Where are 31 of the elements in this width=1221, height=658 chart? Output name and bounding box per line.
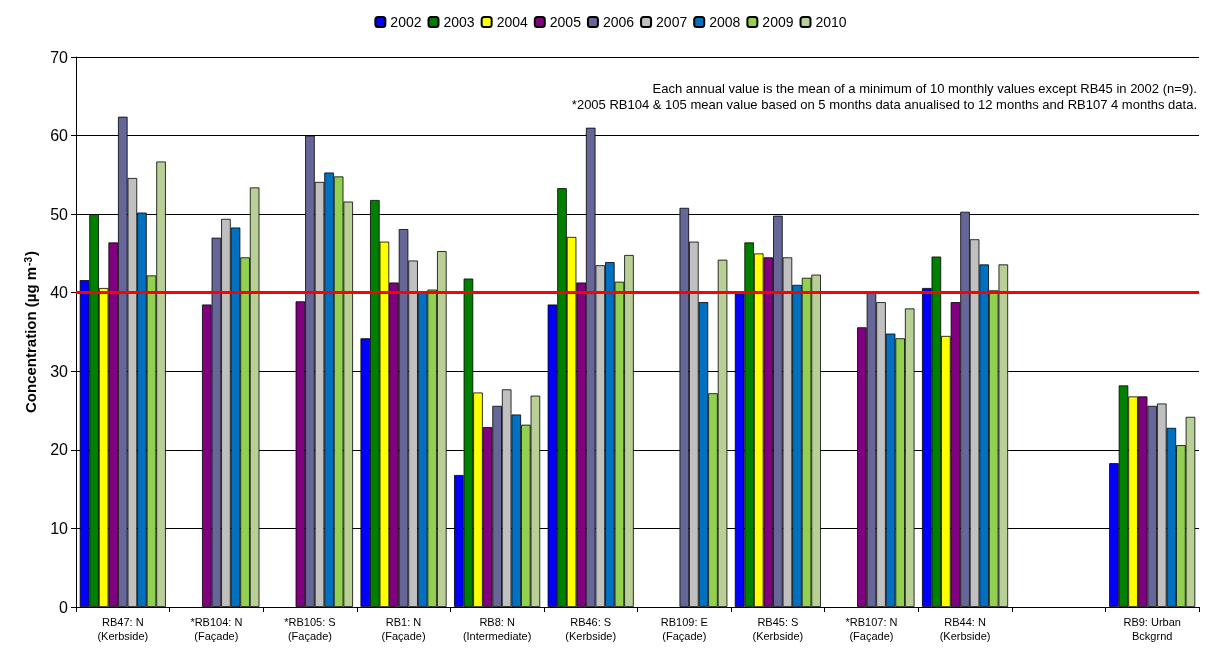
x-tick-label: RB109: E (Façade) bbox=[660, 616, 708, 642]
legend-label: 2005 bbox=[549, 14, 582, 30]
y-tick-label: 70 bbox=[50, 48, 69, 66]
x-tick-label: *RB105: S (Façade) bbox=[284, 616, 336, 642]
annotation: *2005 RB104 & 105 mean value based on 5 months data anualised to 12 months and RB107 4 months data. bbox=[571, 96, 1197, 112]
x-tick-label: RB45: S (Kerbside) bbox=[752, 616, 804, 642]
y-tick-label: 50 bbox=[50, 205, 69, 223]
legend-label: 2010 bbox=[815, 14, 847, 30]
x-tick-label: RB8: N (Intermediate) bbox=[462, 616, 532, 642]
y-tick-label: 10 bbox=[50, 519, 69, 537]
x-tick-label: RB1: N (Façade) bbox=[381, 616, 426, 642]
y-tick-label: 0 bbox=[59, 598, 69, 616]
x-tick-label: RB47: N (Kerbside) bbox=[97, 616, 149, 642]
legend-label: 2007 bbox=[656, 14, 688, 30]
legend-label: 2006 bbox=[602, 14, 635, 30]
legend-label: 2003 bbox=[443, 14, 475, 30]
x-tick-label: *RB107: N (Façade) bbox=[845, 616, 898, 642]
y-tick-label: 60 bbox=[50, 127, 69, 145]
x-tick-label: RB46: S (Kerbside) bbox=[565, 616, 617, 642]
x-tick-label: *RB104: N (Façade) bbox=[190, 616, 243, 642]
annotation: Each annual value is the mean of a minimum of 10 monthly values except RB45 in 2002 (n=9). bbox=[652, 80, 1197, 96]
y-tick-label: 40 bbox=[50, 284, 69, 302]
y-tick-label: 20 bbox=[50, 441, 69, 459]
legend-label: 2008 bbox=[709, 14, 741, 30]
x-tick-label: RB44: N (Kerbside) bbox=[939, 616, 991, 642]
y-tick-label: 30 bbox=[50, 362, 69, 380]
legend-label: 2004 bbox=[496, 14, 528, 30]
y-axis-title: Concentration (µg m-3) bbox=[22, 250, 39, 414]
legend-label: 2002 bbox=[390, 14, 422, 30]
legend-label: 2009 bbox=[762, 14, 794, 30]
x-tick-label: RB9: Urban Bckgrnd bbox=[1123, 616, 1181, 642]
